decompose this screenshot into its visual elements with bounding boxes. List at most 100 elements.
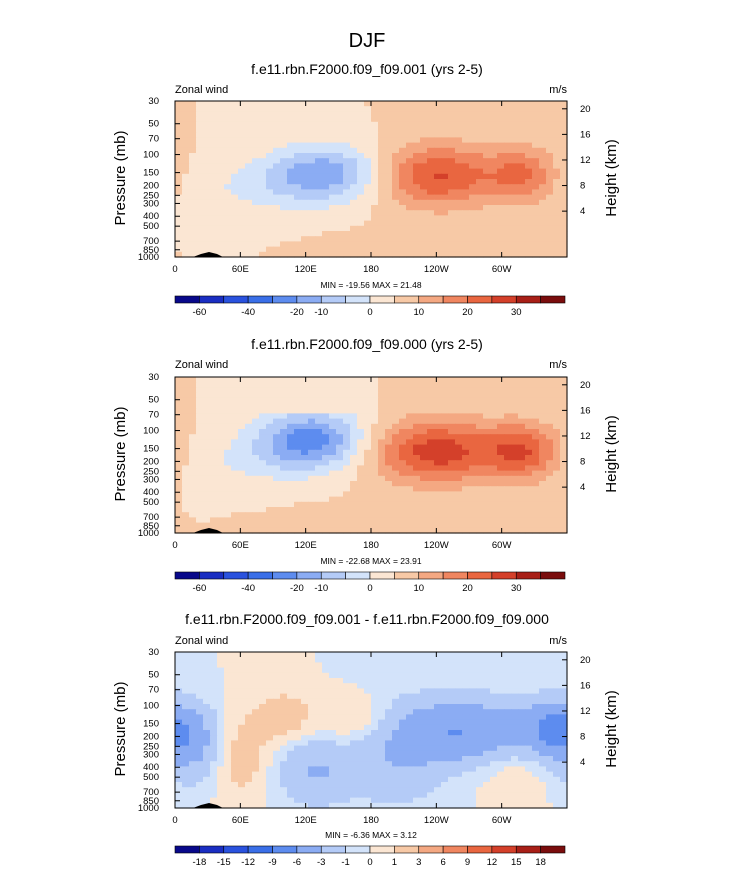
contour-cell	[245, 652, 253, 658]
contour-cell	[329, 491, 337, 498]
contour-cell	[490, 236, 498, 242]
contour-cell	[315, 693, 323, 700]
contour-cell	[343, 756, 351, 762]
contour-cell	[266, 662, 274, 669]
contour-cell	[203, 688, 211, 695]
contour-cell	[511, 522, 519, 529]
contour-cell	[462, 397, 470, 404]
contour-cell	[476, 672, 484, 679]
contour-cell	[504, 189, 512, 196]
contour-cell	[238, 652, 246, 658]
contour-cell	[441, 698, 449, 705]
contour-cell	[399, 507, 407, 513]
contour-cell	[301, 672, 309, 679]
contour-cell	[245, 168, 253, 175]
contour-cell	[364, 408, 372, 414]
contour-cell	[497, 735, 505, 741]
contour-cell	[308, 225, 316, 232]
contour-cell	[490, 189, 498, 196]
contour-cell	[357, 698, 365, 705]
contour-cell	[378, 771, 386, 778]
contour-cell	[287, 413, 295, 420]
contour-cell	[448, 225, 456, 232]
contour-cell	[315, 782, 323, 788]
contour-cell	[371, 782, 379, 788]
panel-2-longitude-ticks: 0 60E 120E 180 120W 60W	[172, 377, 511, 551]
contour-cell	[315, 507, 323, 513]
contour-cell	[287, 184, 295, 190]
contour-cell	[483, 460, 491, 466]
contour-cell	[378, 387, 386, 394]
contour-cell	[308, 246, 316, 253]
contour-cell	[343, 652, 351, 658]
contour-cell	[532, 693, 540, 700]
contour-cell	[238, 449, 246, 456]
contour-cell	[308, 153, 316, 159]
contour-cell	[441, 111, 449, 118]
contour-cell	[476, 179, 484, 185]
contour-cell	[427, 750, 435, 757]
contour-cell	[385, 527, 393, 534]
contour-cell	[322, 460, 330, 466]
contour-cell	[427, 688, 435, 695]
contour-cell	[441, 512, 449, 518]
contour-cell	[448, 168, 456, 175]
contour-cell	[399, 408, 407, 414]
contour-cell	[259, 745, 267, 752]
contour-cell	[182, 236, 190, 242]
contour-cell	[455, 387, 463, 394]
contour-cell	[532, 434, 540, 440]
contour-cell	[308, 672, 316, 679]
contour-cell	[546, 179, 554, 185]
contour-cell	[378, 147, 386, 154]
contour-cell	[294, 756, 302, 762]
contour-cell	[231, 704, 239, 710]
contour-cell	[217, 168, 225, 175]
contour-cell	[525, 735, 533, 741]
contour-cell	[455, 205, 463, 211]
contour-cell	[343, 745, 351, 752]
contour-cell	[343, 693, 351, 700]
contour-cell	[448, 377, 456, 383]
contour-cell	[371, 241, 379, 248]
contour-cell	[434, 377, 442, 383]
panel-2-units-label: m/s	[549, 359, 567, 371]
contour-cell	[560, 111, 568, 118]
contour-cell	[252, 116, 260, 123]
contour-cell	[364, 199, 372, 206]
contour-cell	[336, 246, 344, 253]
contour-cell	[364, 470, 372, 477]
contour-cell	[308, 106, 316, 112]
contour-cell	[280, 782, 288, 788]
contour-cell	[504, 444, 512, 451]
contour-cell	[364, 761, 372, 767]
contour-cell	[273, 766, 281, 773]
contour-cell	[413, 439, 421, 446]
contour-cell	[511, 460, 519, 466]
contour-cell	[280, 761, 288, 767]
contour-cell	[217, 158, 225, 164]
contour-cell	[392, 507, 400, 513]
contour-cell	[455, 486, 463, 492]
contour-cell	[259, 127, 267, 133]
contour-cell	[294, 251, 302, 258]
contour-cell	[406, 652, 414, 658]
contour-cell	[546, 714, 554, 721]
contour-cell	[553, 688, 561, 695]
contour-cell	[392, 153, 400, 159]
contour-cell	[427, 418, 435, 425]
contour-cell	[259, 231, 267, 237]
contour-cell	[448, 496, 456, 503]
contour-cell	[336, 470, 344, 477]
contour-cell	[287, 735, 295, 741]
contour-cell	[350, 392, 358, 399]
contour-cell	[357, 434, 365, 440]
contour-cell	[560, 750, 568, 757]
contour-cell	[525, 449, 533, 456]
contour-cell	[483, 220, 491, 227]
contour-cell	[413, 750, 421, 757]
contour-cell	[427, 397, 435, 404]
contour-cell	[511, 251, 519, 258]
contour-cell	[238, 475, 246, 482]
contour-cell	[406, 423, 414, 430]
